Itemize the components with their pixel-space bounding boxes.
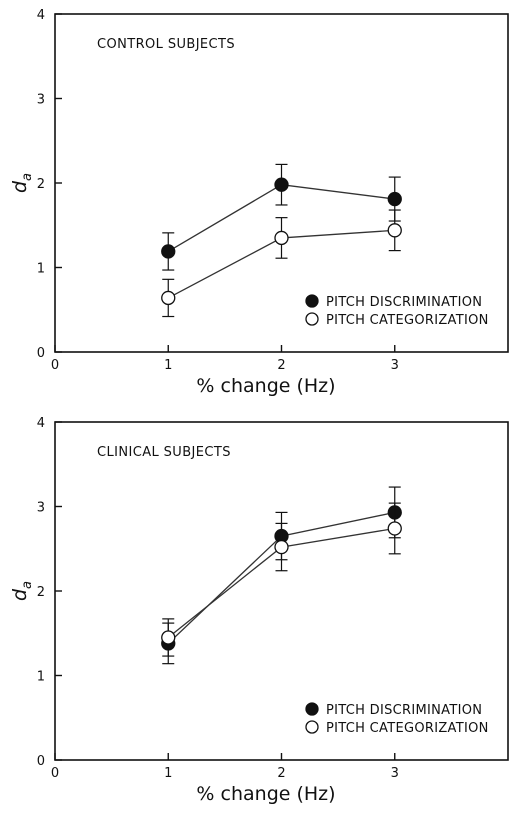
x-tick-label: 0 (51, 358, 59, 373)
series-discrimination (161, 486, 402, 665)
x-tick-label: 3 (391, 358, 399, 373)
y-tick-label: 3 (37, 501, 45, 516)
y-axis-label-main: d (9, 180, 31, 193)
x-tick-label: 2 (277, 358, 285, 373)
panel-title: CLINICAL SUBJECTS (97, 445, 231, 460)
chart-panel-2: 0 1 2 3 4 0 1 2 3 % change (Hz) da CLINICAL SUBJECT… (9, 416, 509, 805)
data-point (274, 230, 289, 246)
y-tick-label: 1 (37, 262, 45, 277)
y-tick-label: 0 (37, 754, 45, 769)
y-axis-label-subscript: a (20, 173, 35, 181)
chart-panel-1: 0 1 2 3 4 0 1 2 3 % change (Hz) da CONTROL SUBJECTS… (9, 8, 509, 397)
x-tick-label: 2 (277, 766, 285, 781)
x-axis-label: % change (Hz) (196, 375, 335, 397)
x-axis-label: % change (Hz) (196, 783, 335, 805)
data-point (274, 539, 289, 555)
legend-marker (305, 312, 319, 326)
legend-marker (305, 702, 319, 716)
legend-label: PITCH DISCRIMINATION (326, 703, 482, 718)
y-tick-label: 0 (37, 346, 45, 361)
series-categorization (161, 502, 402, 657)
data-point (387, 521, 402, 536)
y-axis-label: da (9, 581, 35, 601)
data-point (161, 244, 176, 259)
y-tick-label: 2 (37, 177, 45, 192)
series-categorization (161, 209, 402, 318)
series-discrimination (161, 163, 402, 271)
legend-label: PITCH DISCRIMINATION (326, 295, 482, 310)
x-tick-label: 1 (164, 358, 172, 373)
y-axis-label-main: d (9, 588, 31, 601)
legend-marker (305, 294, 319, 308)
y-tick-label: 3 (37, 93, 45, 108)
y-tick-label: 2 (37, 585, 45, 600)
y-tick-label: 4 (37, 416, 45, 431)
data-point (387, 191, 402, 207)
y-tick-label: 1 (37, 670, 45, 685)
x-tick-label: 0 (51, 766, 59, 781)
data-point (161, 290, 176, 306)
data-point (161, 630, 176, 645)
x-tick-label: 3 (391, 766, 399, 781)
legend-label: PITCH CATEGORIZATION (326, 721, 489, 736)
y-tick-label: 4 (37, 8, 45, 23)
legend-label: PITCH CATEGORIZATION (326, 313, 489, 328)
y-axis-label: da (9, 173, 35, 193)
y-axis-label-subscript: a (20, 581, 35, 589)
data-point (387, 223, 402, 238)
data-point (274, 177, 289, 192)
x-tick-label: 1 (164, 766, 172, 781)
legend-marker (305, 720, 319, 734)
panel-title: CONTROL SUBJECTS (97, 37, 235, 52)
